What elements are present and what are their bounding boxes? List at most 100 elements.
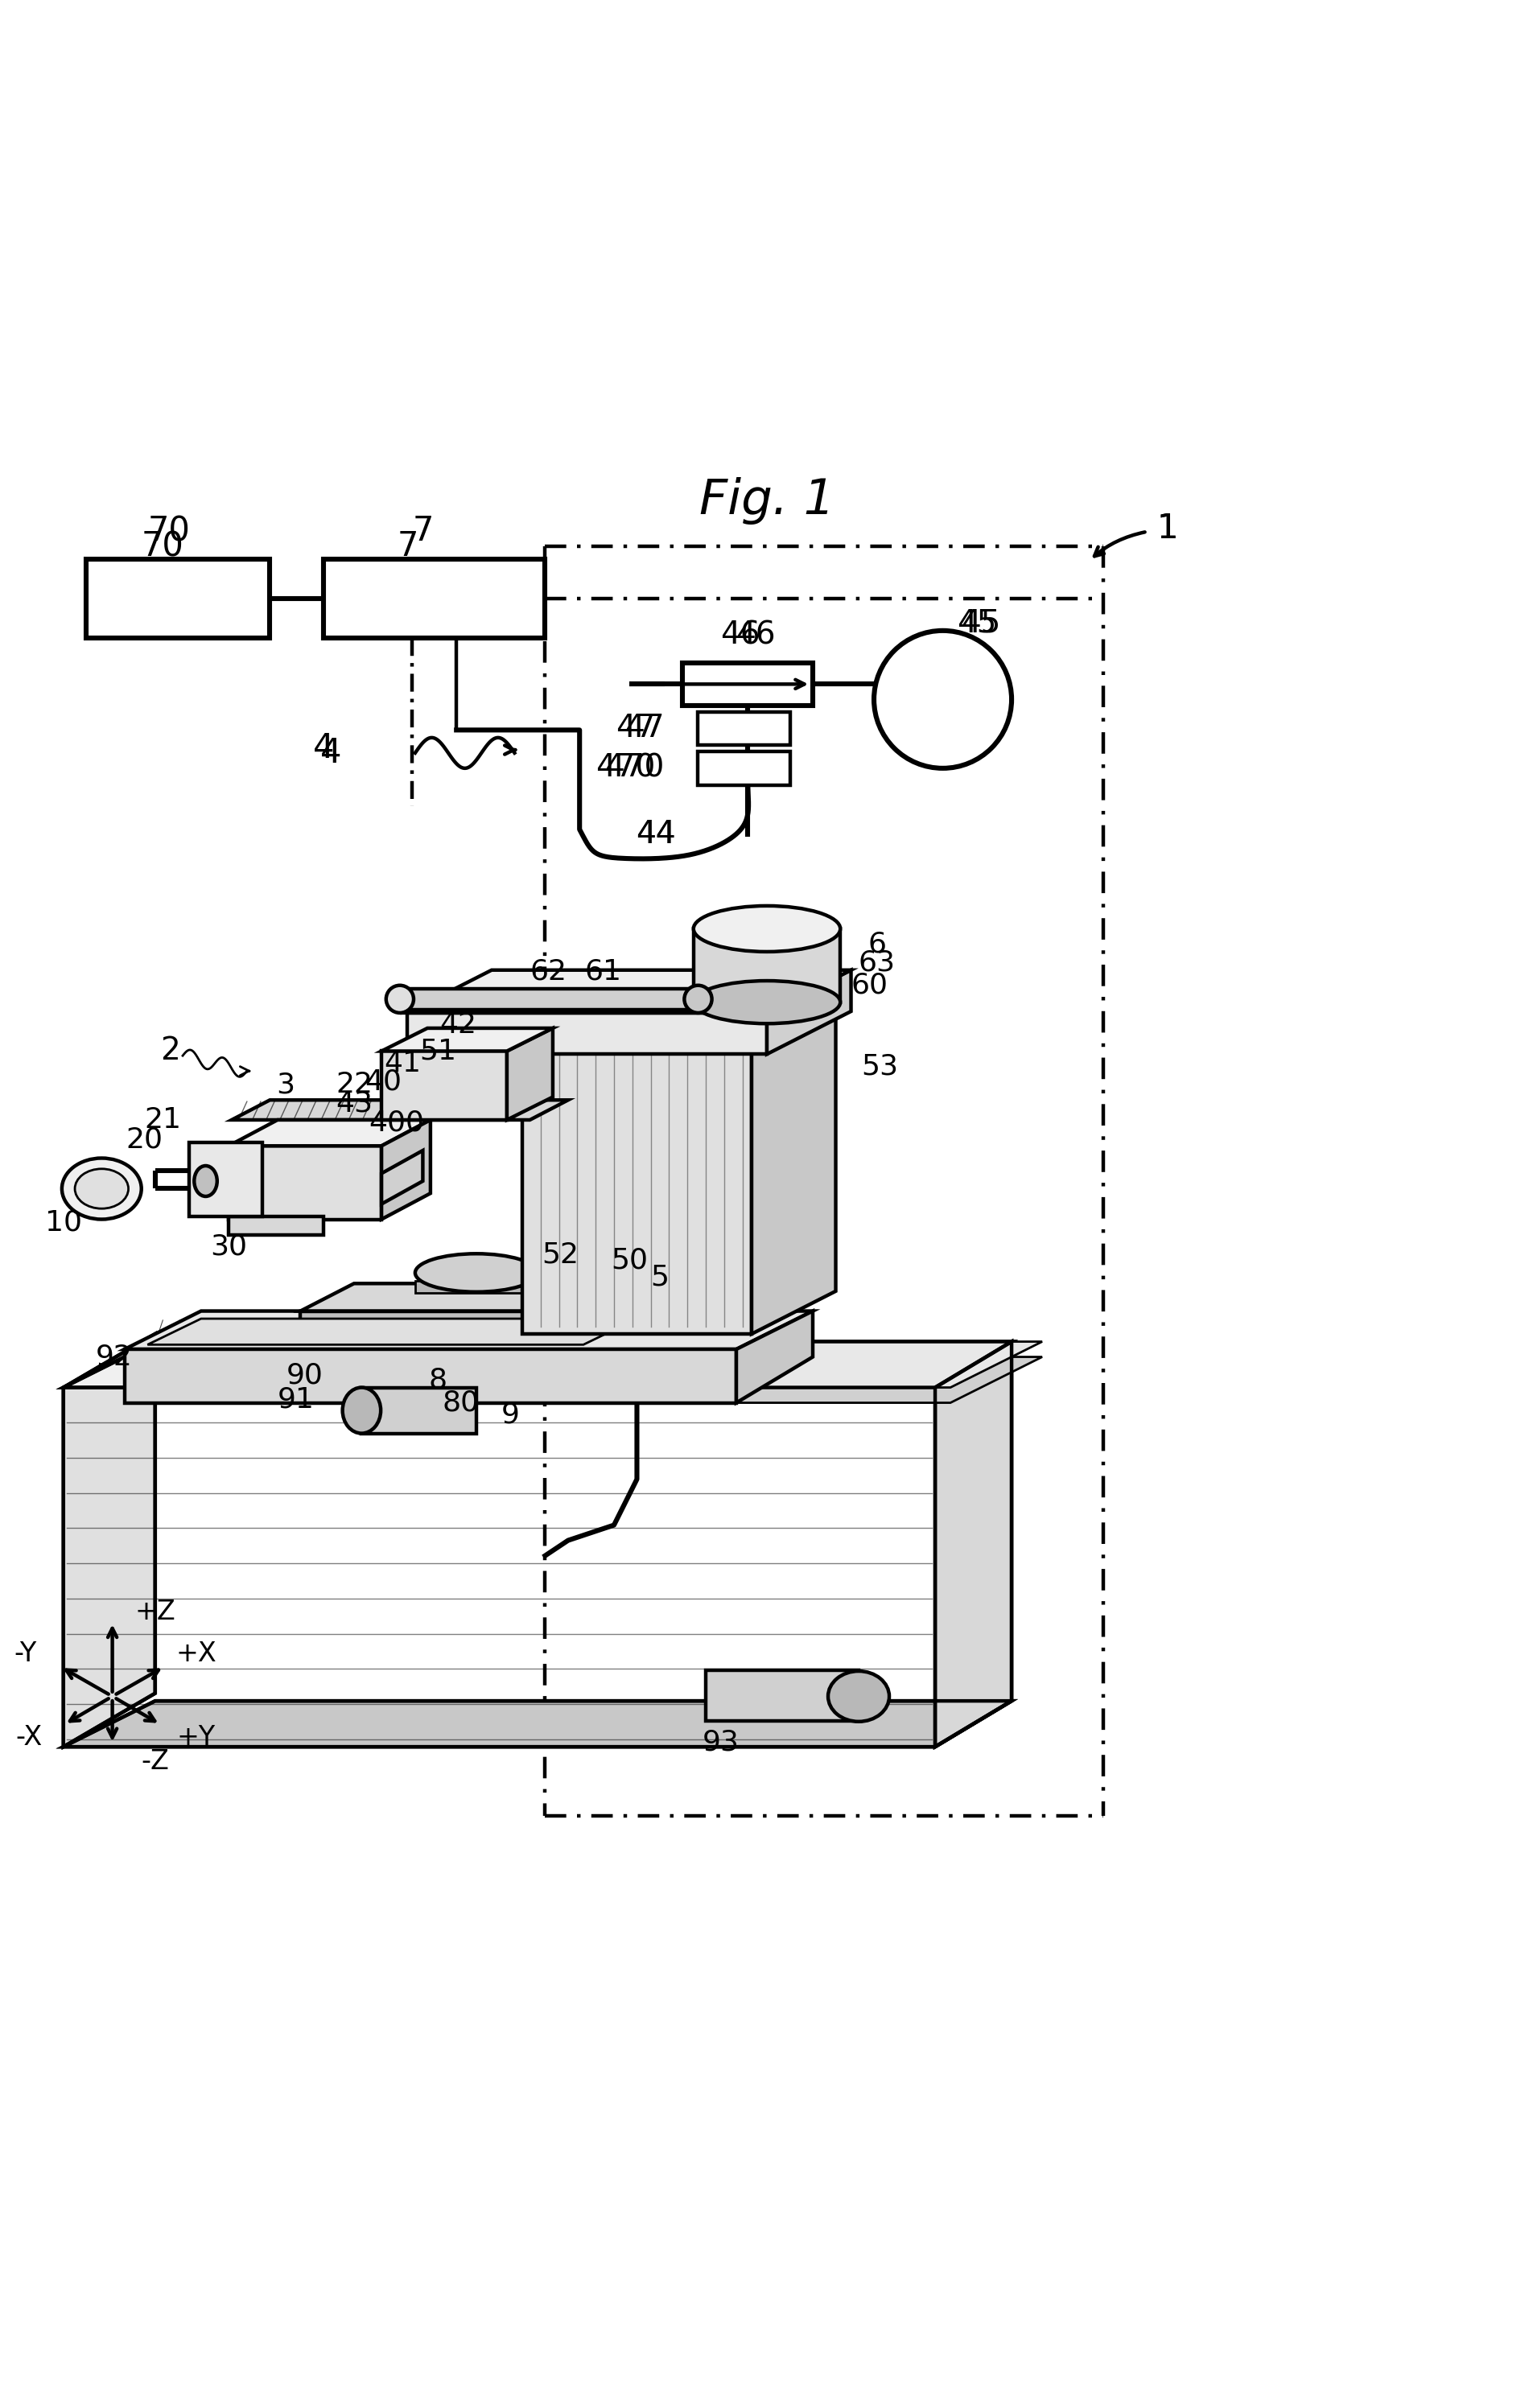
Text: 46: 46	[736, 619, 776, 650]
Text: 20: 20	[126, 1127, 162, 1153]
Text: 7: 7	[412, 515, 434, 549]
Polygon shape	[300, 1283, 636, 1310]
Polygon shape	[382, 1151, 423, 1204]
Text: 52: 52	[541, 1240, 578, 1269]
Bar	[698, 751, 789, 785]
Text: 1: 1	[1156, 510, 1177, 544]
Polygon shape	[147, 1320, 636, 1344]
Polygon shape	[228, 1146, 382, 1218]
Text: +X: +X	[176, 1640, 216, 1666]
Polygon shape	[506, 1028, 552, 1120]
Polygon shape	[935, 1341, 1012, 1746]
Text: 8: 8	[429, 1365, 448, 1394]
Text: 6: 6	[868, 929, 886, 958]
Text: 46: 46	[721, 619, 760, 650]
Text: 4: 4	[313, 732, 334, 766]
Ellipse shape	[693, 905, 840, 951]
Text: 1: 1	[1156, 510, 1177, 544]
Ellipse shape	[195, 1165, 218, 1197]
Text: 47: 47	[624, 713, 664, 744]
Text: 62: 62	[529, 958, 566, 985]
Text: 80: 80	[442, 1389, 480, 1416]
Text: 91: 91	[277, 1387, 314, 1413]
Polygon shape	[415, 1281, 537, 1293]
Text: 90: 90	[287, 1361, 323, 1389]
Ellipse shape	[828, 1671, 889, 1722]
Text: 42: 42	[440, 1011, 477, 1038]
Text: 40: 40	[365, 1069, 402, 1096]
Ellipse shape	[693, 980, 840, 1023]
Polygon shape	[583, 1283, 636, 1334]
Text: 50: 50	[610, 1247, 647, 1274]
Text: +Z: +Z	[135, 1599, 175, 1625]
Text: 21: 21	[144, 1105, 181, 1134]
Bar	[323, 559, 544, 638]
Text: 3: 3	[276, 1072, 294, 1098]
Ellipse shape	[61, 1158, 141, 1218]
Ellipse shape	[342, 1387, 380, 1433]
Polygon shape	[231, 1100, 567, 1120]
Polygon shape	[693, 929, 840, 1002]
Circle shape	[874, 631, 1012, 768]
Polygon shape	[521, 1356, 1041, 1404]
Polygon shape	[124, 1310, 812, 1348]
Text: 45: 45	[961, 607, 1001, 638]
Text: 43: 43	[336, 1088, 373, 1117]
Text: 44: 44	[636, 819, 676, 850]
Text: -X: -X	[15, 1724, 43, 1751]
Polygon shape	[362, 1387, 477, 1433]
Polygon shape	[521, 1341, 1041, 1387]
Bar	[86, 559, 270, 638]
Text: 53: 53	[862, 1052, 898, 1081]
Text: 2: 2	[161, 1035, 181, 1067]
Polygon shape	[124, 1348, 736, 1404]
Text: +Y: +Y	[176, 1724, 215, 1751]
Bar	[698, 713, 789, 746]
Text: 5: 5	[650, 1264, 668, 1291]
Polygon shape	[521, 1021, 751, 1334]
Text: 61: 61	[584, 958, 621, 985]
Text: 47: 47	[615, 713, 655, 744]
Polygon shape	[300, 1310, 583, 1334]
Polygon shape	[201, 1341, 721, 1387]
Text: -Z: -Z	[141, 1748, 169, 1775]
Text: 10: 10	[44, 1209, 81, 1235]
Text: 470: 470	[604, 754, 664, 783]
Text: 7: 7	[397, 530, 419, 563]
Polygon shape	[63, 1334, 155, 1746]
Polygon shape	[751, 978, 835, 1334]
Text: 51: 51	[420, 1038, 457, 1064]
Polygon shape	[63, 1700, 1012, 1746]
Polygon shape	[228, 1120, 431, 1146]
Polygon shape	[382, 1052, 506, 1120]
Polygon shape	[63, 1341, 1012, 1387]
Text: 9: 9	[500, 1401, 518, 1428]
Ellipse shape	[415, 1255, 537, 1293]
Polygon shape	[408, 1014, 766, 1055]
Text: 22: 22	[336, 1072, 373, 1098]
Text: 30: 30	[210, 1233, 247, 1259]
Text: 4: 4	[320, 737, 342, 771]
Polygon shape	[228, 1216, 323, 1235]
Text: 60: 60	[851, 973, 888, 999]
Text: 63: 63	[858, 949, 895, 975]
Text: 70: 70	[147, 515, 190, 549]
Polygon shape	[382, 1028, 552, 1052]
Text: 92: 92	[95, 1344, 132, 1370]
Polygon shape	[705, 1671, 858, 1722]
Text: Fig. 1: Fig. 1	[699, 477, 834, 525]
Ellipse shape	[684, 985, 711, 1014]
Text: 400: 400	[369, 1110, 425, 1137]
Polygon shape	[189, 1144, 262, 1216]
Text: 70: 70	[141, 530, 184, 563]
Polygon shape	[521, 978, 835, 1021]
Polygon shape	[201, 1356, 721, 1404]
Text: -Y: -Y	[14, 1640, 37, 1666]
Bar	[682, 662, 812, 706]
Polygon shape	[382, 1120, 431, 1218]
Text: 44: 44	[636, 819, 676, 850]
Polygon shape	[400, 987, 698, 1009]
Text: 470: 470	[595, 754, 655, 783]
Ellipse shape	[75, 1168, 129, 1209]
Text: 45: 45	[957, 607, 996, 638]
